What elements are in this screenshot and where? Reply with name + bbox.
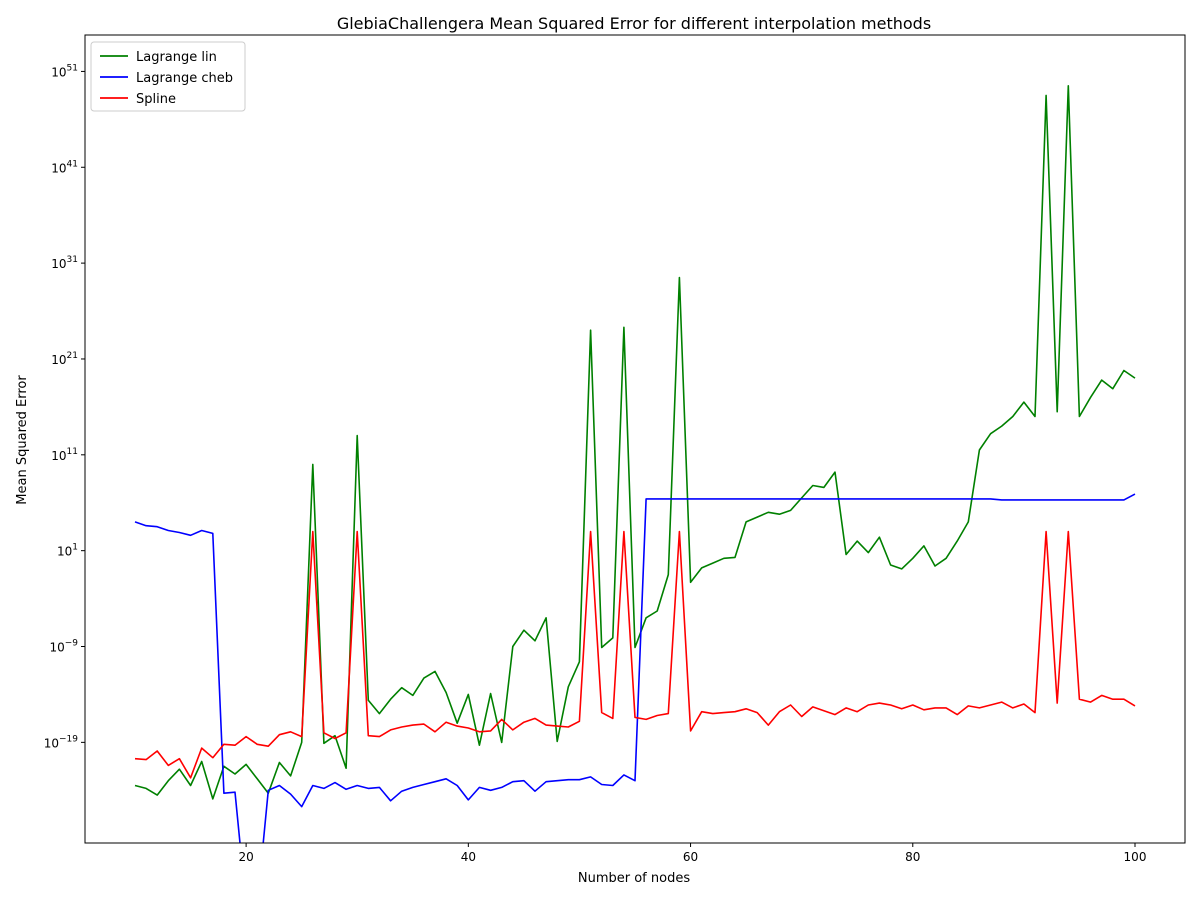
x-tick-label: 60 bbox=[683, 850, 698, 864]
y-tick-label: 1031 bbox=[51, 255, 78, 271]
plot-area bbox=[134, 85, 1136, 843]
axes: 20 40 60 80 100 10−19 10−9 101 1011 1021 1031 1041 1… bbox=[44, 34, 1186, 864]
series-line-2 bbox=[134, 493, 1136, 843]
y-axis-title: Mean Squared Error bbox=[15, 375, 30, 505]
legend-label: Spline bbox=[136, 92, 176, 107]
y-tick-label: 1051 bbox=[51, 63, 78, 79]
legend: Lagrange lin Lagrange cheb Spline bbox=[90, 41, 246, 112]
y-tick-label: 1041 bbox=[51, 159, 78, 175]
x-tick-label: 80 bbox=[905, 850, 920, 864]
y-tick-label: 101 bbox=[57, 543, 78, 559]
y-tick-label: 10−9 bbox=[49, 639, 78, 655]
y-tick-label: 1011 bbox=[51, 447, 78, 463]
x-tick-label: 100 bbox=[1124, 850, 1147, 864]
series-line-3 bbox=[134, 530, 1136, 779]
x-axis-title: Number of nodes bbox=[578, 871, 690, 886]
legend-box bbox=[90, 41, 246, 112]
series-line-1 bbox=[134, 85, 1136, 800]
y-tick-label: 1021 bbox=[51, 351, 78, 367]
legend-label: Lagrange lin bbox=[136, 50, 217, 65]
x-tick-label: 20 bbox=[238, 850, 253, 864]
chart-title: GlebiaChallengera Mean Squared Error for… bbox=[337, 14, 931, 33]
x-tick-label: 40 bbox=[461, 850, 476, 864]
plot-frame bbox=[84, 34, 1186, 844]
legend-label: Lagrange cheb bbox=[136, 71, 233, 86]
y-tick-label: 10−19 bbox=[44, 734, 79, 750]
